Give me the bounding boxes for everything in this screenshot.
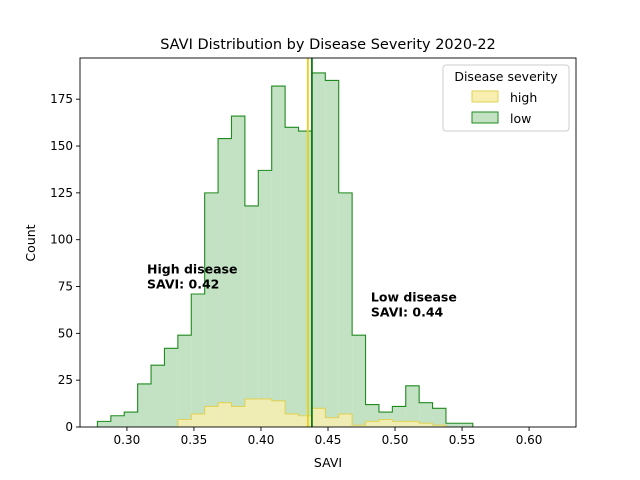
- bar-high-2: [204, 406, 219, 427]
- bar-low-14: [285, 127, 299, 427]
- x-tick-label-3: 0.45: [315, 433, 342, 447]
- bar-low-17: [325, 80, 339, 427]
- bar-high-10: [311, 408, 326, 427]
- legend-swatch-high: [471, 90, 499, 103]
- bar-high-13: [352, 425, 366, 427]
- legend-label-high: high: [510, 90, 537, 105]
- bar-low-24: [419, 402, 433, 427]
- bar-high-18: [419, 423, 433, 427]
- annotation-0-line2: SAVI: 0.42: [147, 276, 219, 291]
- bar-low-0: [97, 421, 111, 427]
- x-tick-label-0: 0.30: [114, 433, 141, 447]
- bar-low-9: [218, 138, 232, 427]
- bar-low-16: [311, 72, 326, 427]
- bar-low-18: [338, 192, 353, 427]
- bar-high-9: [298, 415, 312, 427]
- bar-high-7: [271, 400, 286, 427]
- bar-high-8: [285, 413, 299, 427]
- bar-low-26: [445, 423, 460, 427]
- annotation-1-line2: SAVI: 0.44: [371, 305, 444, 320]
- y-tick-label-3: 75: [58, 280, 73, 294]
- bar-low-7: [191, 294, 205, 427]
- low-series-bars: [96, 72, 474, 428]
- high-series-bars: [177, 398, 447, 427]
- bar-low-12: [258, 170, 272, 427]
- bar-high-19: [432, 425, 446, 427]
- bar-high-3: [218, 402, 232, 427]
- bar-high-15: [378, 419, 393, 427]
- x-tick-label-5: 0.55: [449, 433, 476, 447]
- bar-high-5: [244, 398, 259, 427]
- y-tick-label-4: 100: [50, 233, 73, 247]
- bar-low-19: [352, 335, 366, 427]
- bar-low-1: [110, 415, 125, 427]
- bar-low-23: [405, 385, 420, 427]
- chart-title: SAVI Distribution by Disease Severity 20…: [160, 37, 496, 53]
- outline-low: [96, 72, 474, 427]
- bar-low-11: [244, 205, 259, 427]
- y-tick-label-7: 175: [50, 92, 73, 106]
- x-axis-label: SAVI: [314, 455, 342, 470]
- bar-low-10: [231, 116, 245, 428]
- bar-low-27: [459, 423, 473, 427]
- y-tick-label-2: 50: [58, 326, 73, 340]
- bar-low-6: [177, 335, 192, 427]
- y-tick-label-0: 0: [65, 420, 73, 434]
- legend-label-low: low: [510, 111, 531, 126]
- bar-low-25: [432, 408, 446, 427]
- bar-high-6: [258, 398, 272, 427]
- y-tick-label-1: 25: [58, 373, 73, 387]
- annotation-0-line1: High disease: [147, 261, 237, 276]
- bar-high-12: [338, 413, 353, 427]
- legend-title: Disease severity: [454, 69, 558, 84]
- bar-low-2: [124, 412, 138, 427]
- bar-low-5: [164, 348, 178, 427]
- mean-lines: [306, 58, 313, 427]
- bar-high-11: [325, 417, 339, 427]
- x-tick-label-4: 0.50: [382, 433, 409, 447]
- bar-high-0: [177, 419, 192, 427]
- legend: Disease severity high low: [442, 64, 570, 132]
- bar-low-4: [151, 365, 165, 427]
- bar-high-16: [392, 421, 406, 427]
- y-tick-label-5: 125: [50, 186, 73, 200]
- bar-low-13: [271, 86, 286, 428]
- y-axis-label: Count: [23, 224, 38, 261]
- bar-low-8: [204, 192, 219, 427]
- y-ticks: 0 25 50 75 100 125 150 175: [50, 92, 80, 434]
- x-tick-label-6: 0.60: [516, 433, 543, 447]
- x-tick-label-2: 0.40: [248, 433, 275, 447]
- bar-high-17: [405, 421, 420, 427]
- legend-swatch-low: [471, 111, 499, 124]
- bar-high-4: [231, 406, 245, 427]
- annotation-1-line1: Low disease: [371, 290, 457, 305]
- y-tick-label-6: 150: [50, 139, 73, 153]
- bar-high-1: [191, 413, 205, 427]
- bar-low-3: [137, 383, 152, 427]
- x-tick-label-1: 0.35: [181, 433, 208, 447]
- x-ticks: 0.30 0.35 0.40 0.45 0.50 0.55 0.60: [114, 427, 543, 447]
- bar-low-15: [298, 131, 312, 427]
- bar-high-14: [365, 421, 379, 427]
